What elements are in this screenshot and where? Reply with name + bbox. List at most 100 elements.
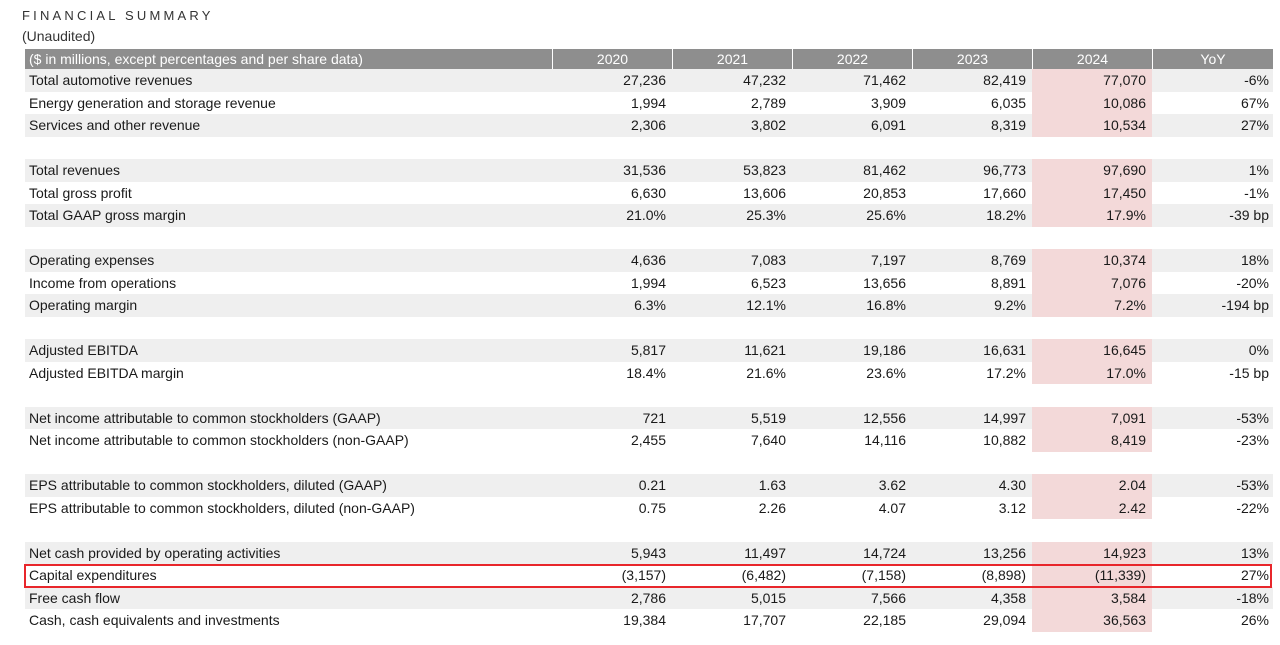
value-yoy: 13%: [1240, 544, 1269, 561]
value-yoy: -53%: [1236, 477, 1269, 493]
value-2022: 6,091: [870, 117, 906, 133]
row-spacer: [25, 519, 1273, 542]
table-header-row: ($ in millions, except percentages and p…: [25, 49, 1273, 69]
value-2024: (11,339): [1032, 564, 1152, 587]
value-2021: 5,015: [750, 589, 786, 606]
table-row: Adjusted EBITDA 5,817 11,621 19,186 16,631 16…: [25, 339, 1273, 362]
row-label: Adjusted EBITDA margin: [29, 364, 184, 381]
row-label: Adjusted EBITDA: [29, 342, 138, 358]
value-2023: 8,891: [990, 274, 1026, 291]
row-label: Operating expenses: [29, 252, 155, 268]
value-2020: 1,994: [630, 94, 666, 111]
value-2023: 8,769: [990, 252, 1026, 268]
report-subtitle: (Unaudited): [22, 28, 96, 44]
value-2023: 10,882: [983, 432, 1026, 448]
value-2020: 2,786: [630, 589, 666, 606]
value-2023: 4.30: [998, 477, 1026, 493]
table-row: Energy generation and storage revenue 1,9…: [25, 91, 1273, 114]
value-2021: 47,232: [743, 72, 786, 88]
value-2024: 7,091: [1032, 406, 1152, 429]
header-yoy: YoY: [1152, 49, 1273, 69]
value-yoy: 27%: [1240, 567, 1269, 583]
value-2024: 16,645: [1032, 339, 1152, 362]
value-2022: 3.62: [878, 477, 906, 493]
table-row: EPS attributable to common stockholders,…: [25, 474, 1273, 497]
value-2021: 11,497: [744, 544, 786, 561]
value-2022: 20,853: [863, 184, 906, 201]
value-2021: 3,802: [750, 117, 786, 133]
value-yoy: -39 bp: [1229, 207, 1269, 223]
header-2022: 2022: [792, 49, 912, 69]
value-2020: 721: [642, 409, 666, 426]
value-2021: 21.6%: [746, 364, 786, 381]
value-yoy: -22%: [1236, 499, 1269, 516]
row-label: Total GAAP gross margin: [29, 207, 186, 223]
value-2020: 21.0%: [626, 207, 666, 223]
value-2021: 2,789: [750, 94, 786, 111]
value-2022: 25.6%: [866, 207, 906, 223]
value-2024: 10,534: [1032, 114, 1152, 137]
value-2022: 14,116: [864, 432, 906, 448]
value-yoy: -194 bp: [1221, 297, 1269, 313]
value-2024: 77,070: [1032, 69, 1152, 92]
row-spacer: [25, 316, 1273, 339]
row-label: Total gross profit: [29, 184, 132, 201]
value-2021: 1.63: [758, 477, 786, 493]
value-2023: 3.12: [998, 499, 1026, 516]
value-2021: 6,523: [750, 274, 786, 291]
table-row: Total revenues 31,536 53,823 81,462 96,773 97…: [25, 159, 1273, 182]
value-2024: 97,690: [1032, 159, 1152, 182]
financial-summary-table: ($ in millions, except percentages and p…: [25, 49, 1273, 632]
table-row: Total gross profit 6,630 13,606 20,853 17,66…: [25, 181, 1273, 204]
value-2020: 19,384: [623, 612, 666, 628]
value-yoy: 27%: [1240, 117, 1269, 133]
value-2022: 14,724: [863, 544, 906, 561]
value-yoy: 18%: [1240, 252, 1269, 268]
value-2022: 3,909: [870, 94, 906, 111]
value-2024: 36,563: [1032, 609, 1152, 632]
value-2024: 10,086: [1032, 91, 1152, 114]
row-spacer: [25, 384, 1273, 407]
value-2022: 19,186: [863, 342, 906, 358]
table-row: Adjusted EBITDA margin 18.4% 21.6% 23.6% 17.…: [25, 361, 1273, 384]
value-2021: 25.3%: [746, 207, 786, 223]
value-2022: 22,185: [863, 612, 906, 628]
value-2022: 7,197: [870, 252, 906, 268]
header-2020: 2020: [552, 49, 672, 69]
value-2022: 13,656: [863, 274, 906, 291]
value-2023: 14,997: [983, 409, 1026, 426]
value-2020: 5,943: [630, 544, 666, 561]
value-yoy: -6%: [1244, 72, 1269, 88]
value-2020: 6.3%: [634, 297, 666, 313]
value-2024: 17.9%: [1032, 204, 1152, 227]
value-2024: 3,584: [1032, 586, 1152, 609]
table-row: Income from operations 1,994 6,523 13,656 8,…: [25, 271, 1273, 294]
value-2023: 96,773: [983, 162, 1026, 178]
table-row: Net income attributable to common stockh…: [25, 429, 1273, 452]
value-2023: 13,256: [983, 544, 1026, 561]
value-2024: 10,374: [1032, 249, 1152, 272]
row-label: Services and other revenue: [29, 117, 201, 133]
row-spacer: [25, 451, 1273, 474]
value-2022: 81,462: [863, 162, 906, 178]
row-label: Cash, cash equivalents and investments: [29, 612, 280, 628]
value-2021: 2.26: [758, 499, 786, 516]
value-2020: 0.21: [638, 477, 666, 493]
value-2024: 17,450: [1032, 181, 1152, 204]
table-row: Services and other revenue 2,306 3,802 6,09…: [25, 114, 1273, 137]
row-label: Net income attributable to common stockh…: [29, 409, 381, 426]
value-2021: 7,640: [750, 432, 786, 448]
row-label: Total automotive revenues: [29, 72, 193, 88]
value-2022: 71,462: [863, 72, 906, 88]
table-body: Total automotive revenues 27,236 47,232 71,…: [25, 69, 1273, 632]
table-row: EPS attributable to common stockholders,…: [25, 496, 1273, 519]
value-2020: 18.4%: [626, 364, 666, 381]
table-row: Cash, cash equivalents and investments 19…: [25, 609, 1273, 632]
value-2024: 2.42: [1032, 496, 1152, 519]
value-2022: 7,566: [870, 589, 906, 606]
value-2020: 5,817: [630, 342, 666, 358]
value-2020: 27,236: [623, 72, 666, 88]
header-2021: 2021: [672, 49, 792, 69]
value-2021: 5,519: [750, 409, 786, 426]
row-spacer: [25, 136, 1273, 159]
